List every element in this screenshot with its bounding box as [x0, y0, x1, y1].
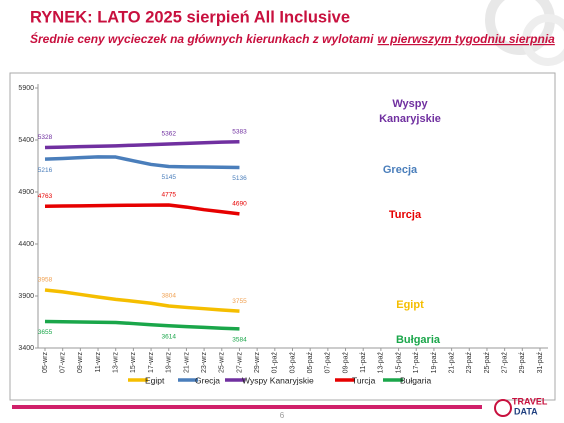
decoration — [522, 14, 564, 66]
x-tick-label: 29-paź — [519, 352, 526, 374]
page-number: 6 — [280, 411, 285, 420]
x-tick-label: 05-wrz — [42, 352, 49, 374]
subtitle-underlined: w pierwszym tygodniu sierpnia — [377, 32, 555, 46]
x-tick-label: 07-wrz — [60, 352, 67, 374]
data-label: 5362 — [162, 131, 177, 138]
x-tick-label: 05-paź — [307, 352, 314, 374]
legend-label: Turcja — [352, 375, 376, 385]
x-tick-label: 23-wrz — [201, 352, 208, 374]
y-tick-label: 5400 — [18, 137, 34, 144]
data-label: 5216 — [38, 167, 53, 174]
annotation: Grecja — [383, 164, 418, 176]
title: RYNEK: LATO 2025 sierpień All Inclusive — [30, 8, 350, 26]
x-tick-label: 03-paź — [289, 352, 296, 374]
data-label: 5328 — [38, 134, 53, 141]
data-label: 4763 — [38, 193, 53, 200]
logo-icon — [494, 399, 512, 417]
x-tick-label: 15-wrz — [130, 352, 137, 374]
annotation: Kanaryjskie — [379, 113, 441, 125]
data-label: 3755 — [232, 298, 247, 305]
y-tick-label: 4400 — [18, 241, 34, 248]
x-tick-label: 19-wrz — [166, 352, 173, 374]
x-tick-label: 09-wrz — [77, 352, 84, 374]
x-tick-label: 23-paź — [466, 352, 473, 374]
data-label: 5145 — [162, 174, 177, 181]
data-label: 3804 — [162, 293, 177, 300]
x-tick-label: 01-paź — [272, 352, 279, 374]
series-line — [44, 288, 240, 313]
x-tick-label: 09-paź — [342, 352, 349, 374]
x-tick-label: 07-paź — [325, 352, 332, 374]
series-line — [44, 155, 240, 170]
y-tick-label: 3400 — [18, 345, 34, 352]
subtitle: Średnie ceny wycieczek na głównych kieru… — [30, 31, 555, 46]
x-tick-label: 29-wrz — [254, 352, 261, 374]
data-label: 5383 — [232, 128, 247, 135]
data-label: 3958 — [38, 277, 53, 284]
x-tick-label: 13-paź — [378, 352, 385, 374]
x-tick-label: 21-wrz — [183, 352, 190, 374]
data-label: 5136 — [232, 175, 247, 182]
legend-label: Egipt — [145, 375, 165, 385]
chart-frame — [9, 72, 556, 401]
annotation: Wyspy — [392, 98, 428, 110]
legend-label: Bułgaria — [400, 375, 431, 385]
data-label: 4690 — [232, 201, 247, 208]
x-tick-label: 31-paź — [537, 352, 544, 374]
annotation: Turcja — [389, 209, 422, 221]
x-tick-label: 21-paź — [448, 352, 455, 374]
annotation: Egipt — [396, 299, 424, 311]
x-tick-label: 15-paź — [395, 352, 402, 374]
y-tick-label: 5900 — [18, 85, 34, 92]
data-label: 3614 — [162, 333, 177, 340]
x-tick-label: 17-wrz — [148, 352, 155, 374]
x-tick-label: 11-paź — [360, 352, 367, 373]
subtitle-text: Średnie ceny wycieczek na głównych kieru… — [30, 31, 374, 46]
data-label: 3584 — [232, 337, 247, 344]
logo-text: TRAVEL — [512, 396, 548, 406]
x-tick-label: 17-paź — [413, 352, 420, 374]
x-tick-label: 19-paź — [431, 352, 438, 374]
footer-bar — [12, 405, 482, 409]
x-tick-label: 27-paź — [501, 352, 508, 374]
x-tick-label: 13-wrz — [113, 352, 120, 374]
series-line — [44, 140, 240, 150]
y-tick-label: 3900 — [18, 293, 34, 300]
series-line — [44, 203, 240, 216]
data-label: 3655 — [38, 329, 53, 336]
x-tick-label: 25-paź — [484, 352, 491, 374]
logo-text: DATA — [514, 406, 538, 416]
data-label: 4775 — [162, 192, 177, 199]
legend-label: Grecja — [195, 375, 220, 385]
annotation: Bułgaria — [396, 334, 441, 346]
x-tick-label: 25-wrz — [219, 352, 226, 374]
y-tick-label: 4900 — [18, 189, 34, 196]
series-line — [44, 319, 240, 331]
legend-label: Wyspy Kanaryjskie — [242, 375, 314, 385]
x-tick-label: 27-wrz — [236, 352, 243, 374]
x-tick-label: 11-wrz — [95, 352, 102, 373]
